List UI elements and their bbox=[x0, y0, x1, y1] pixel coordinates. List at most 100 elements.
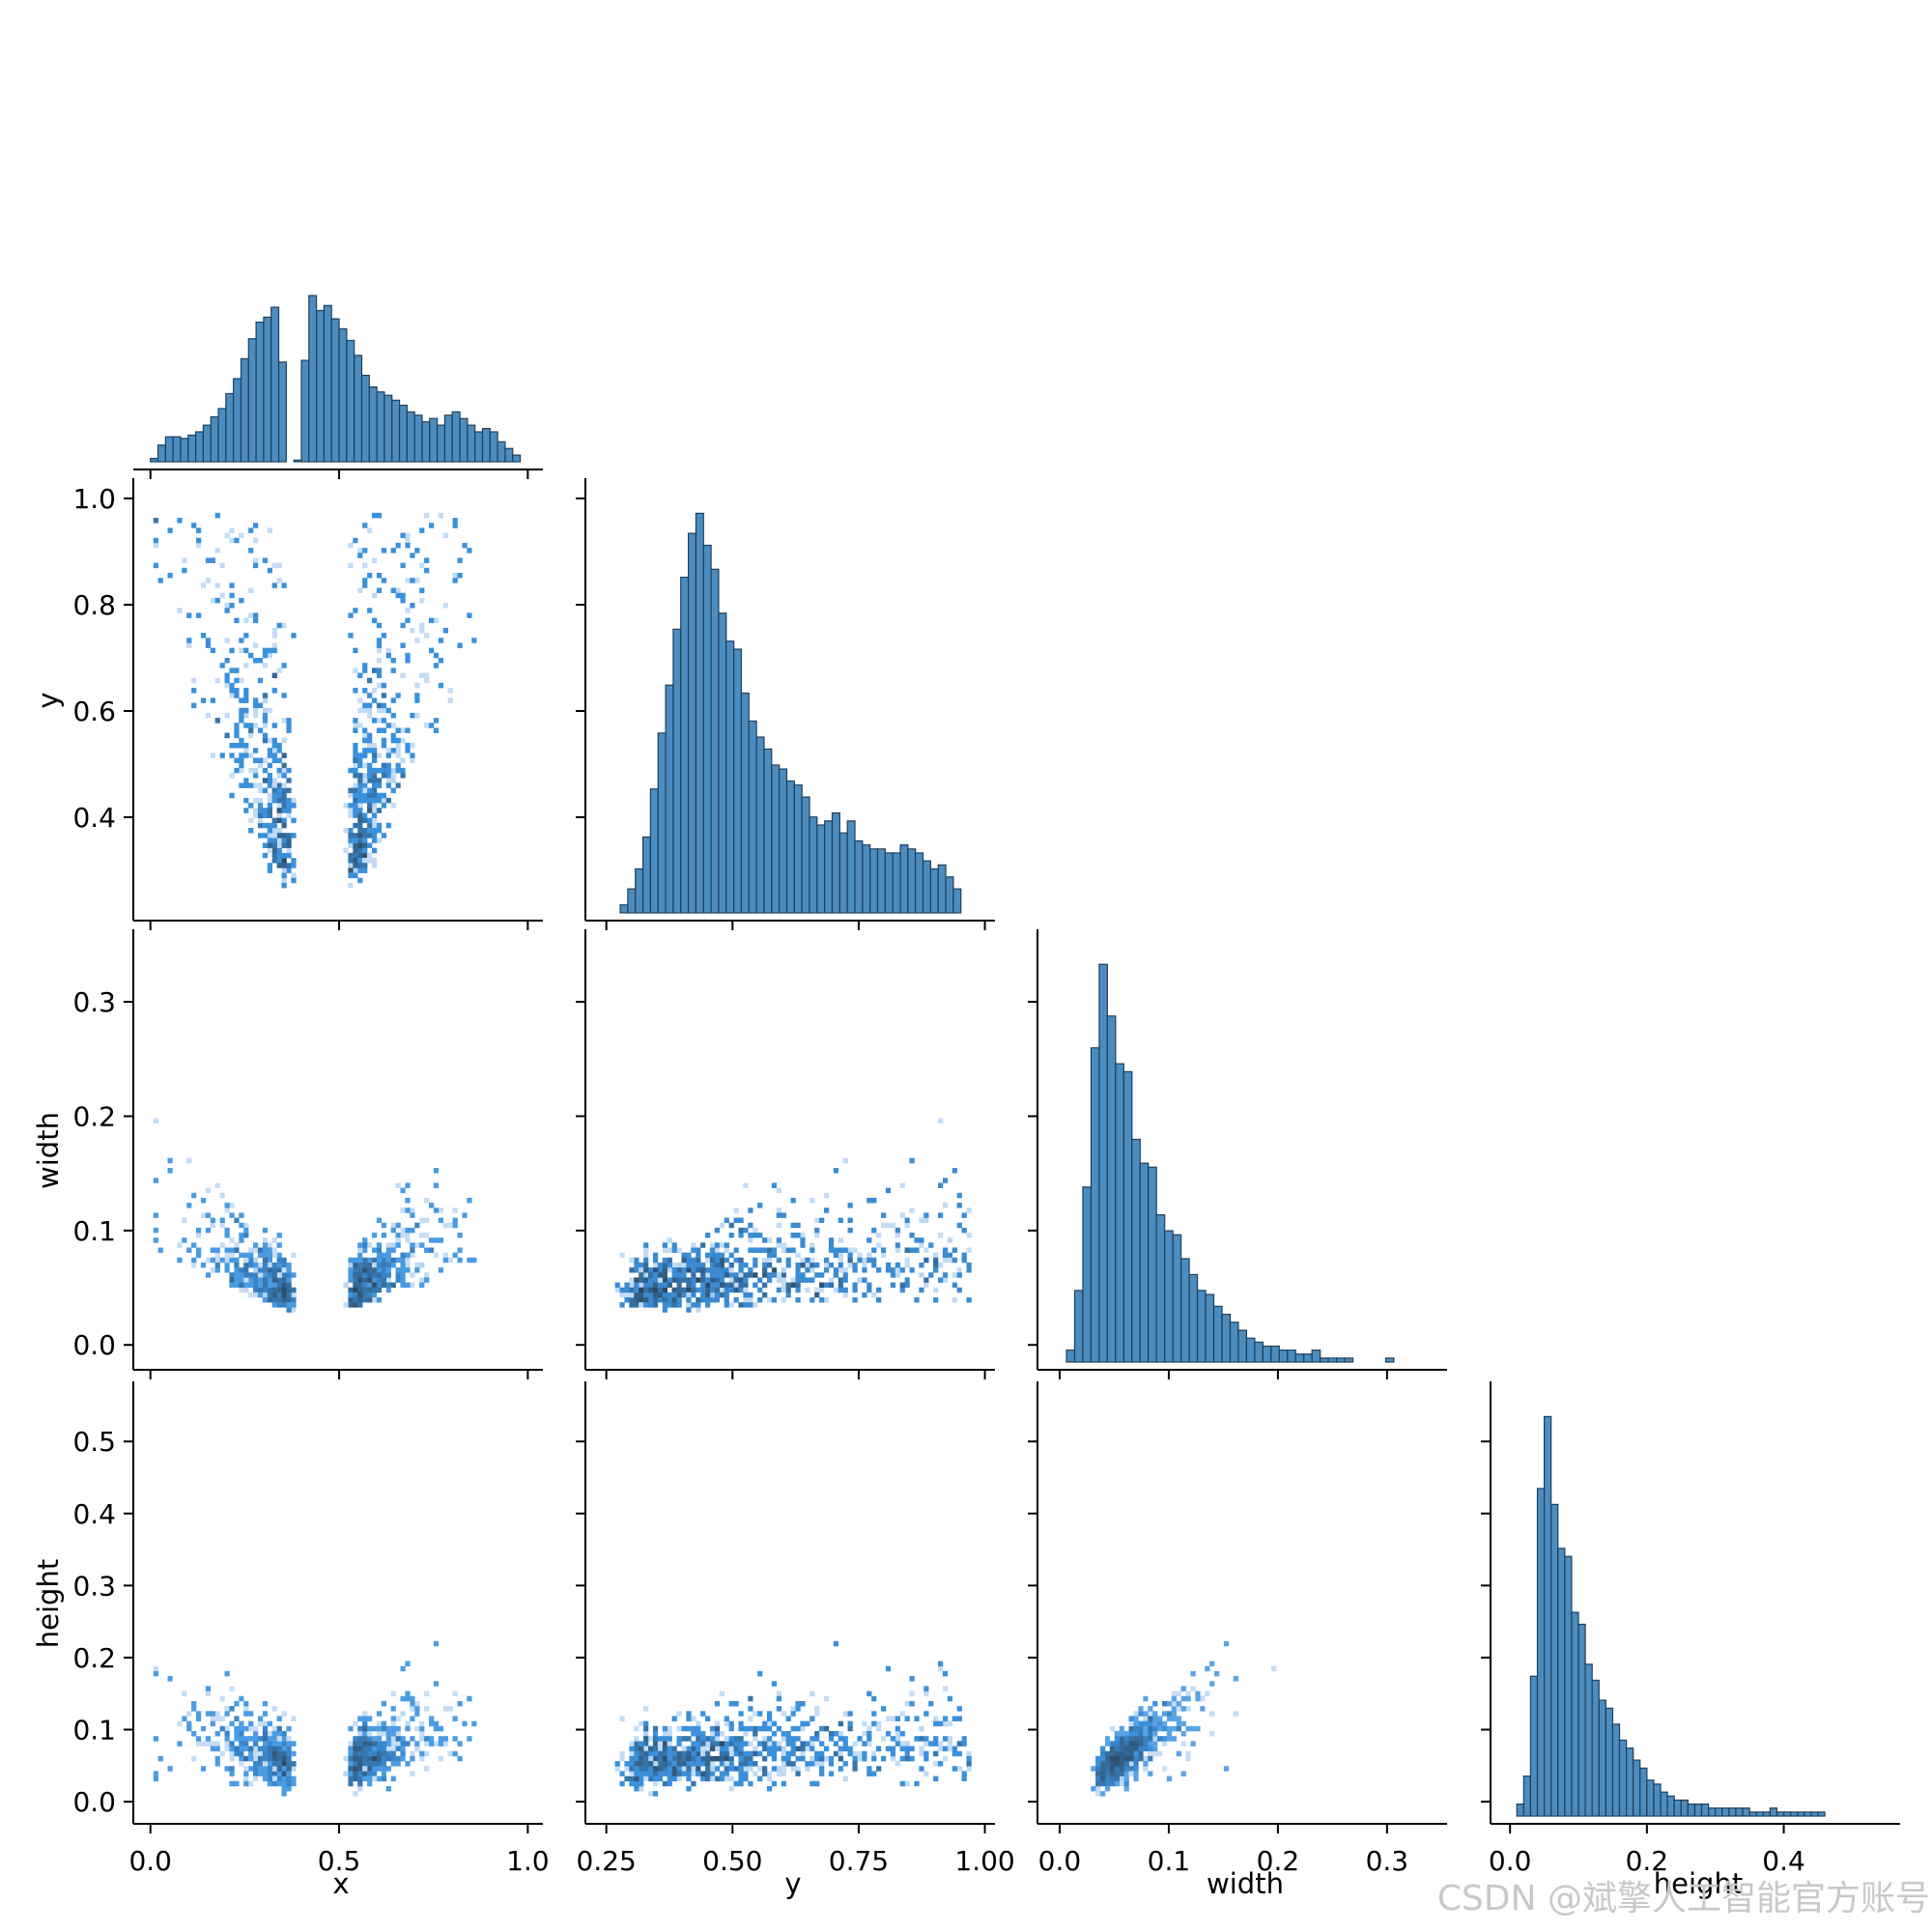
heat-cell bbox=[286, 863, 292, 868]
heat-cell bbox=[691, 1282, 696, 1288]
heat-cell bbox=[838, 1217, 843, 1224]
heat-cell bbox=[748, 1302, 753, 1308]
hist-bar-x bbox=[247, 338, 257, 463]
hist-bar-width bbox=[1384, 1357, 1395, 1363]
heat-cell bbox=[381, 792, 387, 799]
heat-cell bbox=[205, 638, 212, 643]
heat-cell bbox=[795, 1736, 801, 1742]
hist-bar-y bbox=[869, 848, 879, 914]
heat-cell bbox=[667, 1257, 672, 1264]
heat-cell bbox=[239, 753, 244, 758]
heat-cell bbox=[239, 1277, 244, 1283]
heat-cell bbox=[1171, 1706, 1177, 1712]
heat-cell bbox=[291, 1766, 297, 1772]
hist-bar-height bbox=[1700, 1803, 1710, 1817]
heat-cell bbox=[210, 647, 215, 654]
heat-cell bbox=[243, 1746, 249, 1752]
heat-cell bbox=[648, 1736, 654, 1742]
heat-cell bbox=[367, 1287, 373, 1293]
heat-cell bbox=[362, 1750, 368, 1757]
heat-cell bbox=[762, 1267, 768, 1273]
heat-cell bbox=[895, 1262, 900, 1268]
heat-cell bbox=[671, 1302, 677, 1308]
heat-cell bbox=[657, 1272, 664, 1278]
heat-cell bbox=[234, 1750, 240, 1757]
heat-cell bbox=[205, 1736, 212, 1742]
heat-cell bbox=[691, 1755, 696, 1762]
heat-cell bbox=[433, 1681, 440, 1687]
heat-cell bbox=[634, 1297, 639, 1303]
heat-cell bbox=[667, 1262, 672, 1268]
heat-cell bbox=[367, 822, 373, 829]
heat-cell bbox=[1143, 1755, 1149, 1762]
heat-cell bbox=[357, 863, 363, 868]
heat-cell bbox=[224, 1746, 230, 1752]
heat-cell bbox=[405, 1252, 411, 1259]
heat-cell bbox=[281, 1761, 287, 1767]
y-tick-label-y: 0.6 bbox=[72, 696, 116, 727]
heat-cell bbox=[724, 1766, 729, 1772]
heat-cell bbox=[771, 1741, 778, 1747]
heat-cell bbox=[1123, 1771, 1129, 1776]
heat-cell bbox=[381, 707, 387, 714]
heat-cell bbox=[353, 1720, 358, 1727]
heat-cell bbox=[648, 1272, 654, 1278]
heat-cell bbox=[267, 797, 272, 804]
heat-cell bbox=[709, 1741, 716, 1747]
hist-bar-x bbox=[474, 431, 484, 463]
heat-cell bbox=[639, 1267, 644, 1273]
heat-cell bbox=[186, 1203, 192, 1208]
heat-cell bbox=[353, 1746, 358, 1752]
heat-cell bbox=[253, 697, 259, 703]
heat-cell bbox=[709, 1755, 716, 1762]
heat-cell bbox=[1100, 1761, 1106, 1767]
y-tick-label-height: 0.1 bbox=[72, 1715, 116, 1747]
heat-cell bbox=[676, 1761, 682, 1767]
hist-bar-height bbox=[1550, 1503, 1559, 1817]
heat-cell bbox=[271, 1252, 277, 1259]
hist-bar-x bbox=[156, 444, 166, 463]
heat-cell bbox=[267, 1761, 272, 1767]
heat-cell bbox=[847, 1720, 853, 1727]
hist-bar-y bbox=[884, 852, 894, 914]
heat-cell bbox=[286, 1761, 292, 1767]
heat-cell bbox=[433, 652, 440, 659]
heat-cell bbox=[681, 1272, 687, 1278]
heat-cell bbox=[1114, 1755, 1120, 1762]
heat-cell bbox=[353, 1257, 358, 1264]
hist-bar-height bbox=[1611, 1723, 1621, 1817]
heat-cell bbox=[267, 828, 272, 834]
heat-cell bbox=[276, 817, 282, 824]
heat-cell bbox=[933, 1761, 939, 1767]
heat-cell bbox=[705, 1741, 711, 1747]
heat-cell bbox=[652, 1761, 659, 1767]
heat-cell bbox=[224, 677, 230, 684]
heat-cell bbox=[705, 1771, 711, 1776]
heat-cell bbox=[648, 1287, 654, 1293]
heat-cell bbox=[781, 1247, 786, 1253]
heat-cell bbox=[947, 1252, 953, 1259]
heat-cell bbox=[243, 663, 249, 668]
heat-cell bbox=[719, 1292, 724, 1298]
heat-cell bbox=[738, 1217, 744, 1224]
heat-cell bbox=[353, 1267, 358, 1273]
heat-cell bbox=[186, 1157, 192, 1164]
heat-cell bbox=[381, 1282, 387, 1288]
heat-cell bbox=[286, 1780, 292, 1787]
heat-cell bbox=[224, 658, 230, 664]
heat-cell bbox=[438, 1736, 444, 1742]
heat-cell bbox=[956, 1203, 962, 1208]
heat-cell bbox=[728, 1720, 734, 1727]
heat-cell bbox=[362, 727, 368, 733]
heat-cell bbox=[814, 1287, 820, 1293]
heat-cell bbox=[210, 1716, 215, 1721]
heat-cell bbox=[662, 1292, 668, 1298]
heat-cell bbox=[371, 1755, 378, 1762]
heat-cell bbox=[766, 1716, 773, 1721]
heat-cell bbox=[271, 1766, 277, 1772]
heat-cell bbox=[724, 1755, 729, 1762]
heat-cell bbox=[1233, 1676, 1238, 1682]
heat-cell bbox=[253, 767, 259, 774]
heat-cell bbox=[790, 1222, 796, 1229]
heat-cell bbox=[462, 1212, 468, 1218]
